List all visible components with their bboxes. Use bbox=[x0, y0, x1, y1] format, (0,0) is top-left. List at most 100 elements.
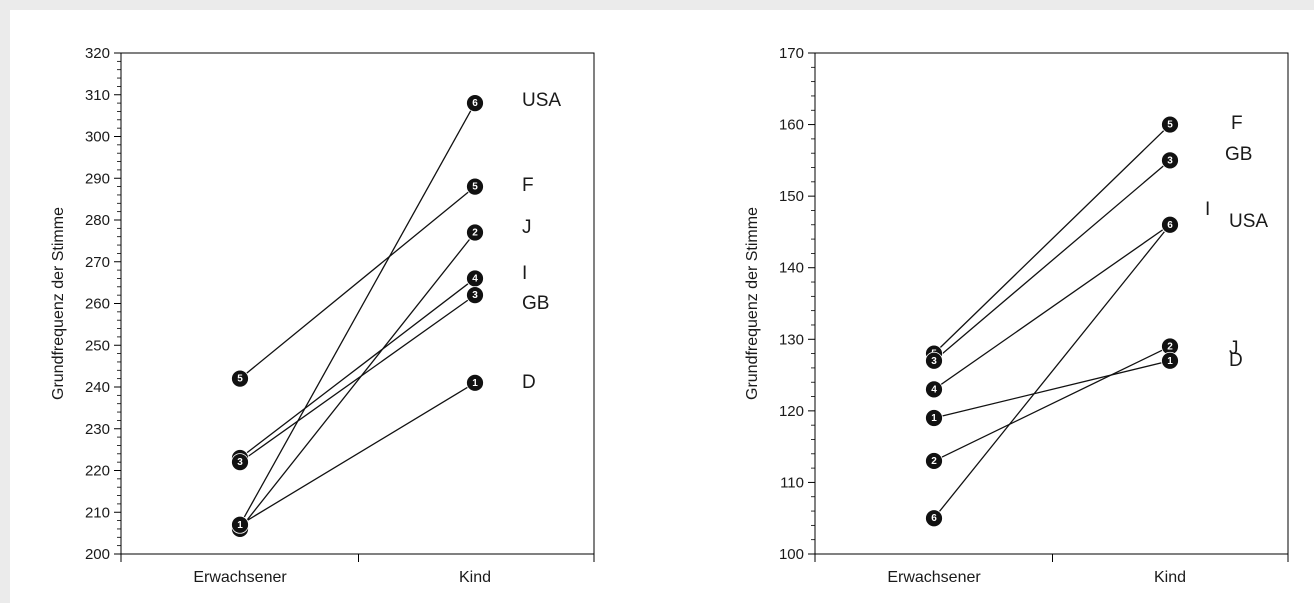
series-line-usa bbox=[239, 102, 476, 526]
y-tick-label: 250 bbox=[85, 337, 110, 354]
y-tick-label: 120 bbox=[779, 403, 804, 420]
marker-circle bbox=[466, 286, 484, 305]
marker-circle bbox=[1161, 351, 1179, 370]
chart-panel-1: 200 210 220 230 240 250 260 270 280 290 300 310 320 E… bbox=[50, 45, 595, 586]
series-line-j bbox=[933, 345, 1171, 462]
series-line-usa bbox=[933, 224, 1171, 519]
marker-circle bbox=[231, 515, 249, 534]
marker-circle bbox=[925, 380, 943, 399]
series-line-i bbox=[933, 224, 1171, 390]
marker-number: 3 bbox=[931, 356, 937, 367]
chart-panel-2: 100 110 120 130 140 150 160 170 Erwachsener Kind G… bbox=[744, 45, 1289, 586]
y-tick-label: 320 bbox=[85, 45, 110, 62]
data-point-f: 5 bbox=[231, 369, 249, 388]
plot-frame bbox=[814, 52, 1289, 555]
y-tick-label: 200 bbox=[85, 546, 110, 563]
country-label-gb: GB bbox=[522, 293, 549, 314]
series-line-j bbox=[239, 232, 476, 530]
marker-circle bbox=[231, 369, 249, 388]
marker-circle bbox=[466, 94, 484, 112]
marker-circle bbox=[925, 509, 943, 528]
chart-figure: 200 210 220 230 240 250 260 270 280 290 300 310 320 E… bbox=[50, 45, 1289, 586]
series-line-d bbox=[933, 360, 1171, 419]
y-tick-label: 290 bbox=[85, 170, 110, 187]
marker-number: 4 bbox=[472, 273, 478, 284]
marker-number: 4 bbox=[931, 384, 937, 395]
marker-number: 6 bbox=[472, 98, 478, 109]
marker-number: 1 bbox=[1167, 356, 1173, 367]
y-tick-label: 140 bbox=[779, 260, 804, 277]
marker-number: 1 bbox=[472, 378, 478, 389]
marker-number: 5 bbox=[237, 374, 243, 385]
x-category-label: Erwachsener bbox=[193, 569, 287, 586]
marker-number: 1 bbox=[237, 520, 243, 531]
series-line-d bbox=[239, 382, 476, 526]
y-tick-label: 230 bbox=[85, 421, 110, 438]
marker-number: 5 bbox=[472, 182, 478, 193]
data-point-i: 4 bbox=[466, 269, 484, 288]
data-point-gb: 3 bbox=[231, 453, 249, 472]
marker-circle bbox=[1161, 215, 1179, 234]
data-point-gb: 3 bbox=[466, 286, 484, 305]
country-label-d: D bbox=[522, 372, 536, 393]
marker-number: 2 bbox=[472, 228, 478, 239]
marker-circle bbox=[1161, 115, 1179, 134]
marker-number: 1 bbox=[931, 413, 937, 424]
country-label-usa: USA bbox=[522, 90, 561, 111]
x-category-label: Kind bbox=[1154, 569, 1186, 586]
y-tick-label: 100 bbox=[779, 546, 804, 563]
marker-number: 2 bbox=[1167, 341, 1173, 352]
x-category-label: Kind bbox=[459, 569, 491, 586]
marker-circle bbox=[925, 409, 943, 427]
marker-number: 3 bbox=[1167, 155, 1173, 166]
y-tick-label: 220 bbox=[85, 463, 110, 480]
marker-number: 3 bbox=[472, 290, 478, 301]
figure-canvas: 200 210 220 230 240 250 260 270 280 290 300 310 320 E… bbox=[10, 10, 1314, 603]
series-line-i bbox=[239, 277, 476, 459]
data-point-j: 2 bbox=[1161, 337, 1179, 356]
data-point-gb: 3 bbox=[1161, 151, 1179, 170]
country-label-j: J bbox=[1229, 338, 1239, 359]
y-tick-label: 310 bbox=[85, 87, 110, 104]
marker-number: 6 bbox=[931, 513, 937, 524]
series-line-gb bbox=[933, 159, 1171, 362]
series-line-f bbox=[239, 186, 476, 380]
data-point-f: 5 bbox=[466, 177, 484, 196]
y-axis-label: Grundfrequenz der Stimme bbox=[744, 207, 761, 400]
data-point-f: 5 bbox=[1161, 115, 1179, 134]
marker-circle bbox=[925, 452, 943, 470]
data-point-d: 1 bbox=[925, 409, 943, 427]
data-point-j: 2 bbox=[925, 452, 943, 470]
country-label-f: F bbox=[1231, 113, 1243, 134]
y-tick-label: 280 bbox=[85, 212, 110, 229]
y-tick-label: 270 bbox=[85, 254, 110, 271]
marker-number: 5 bbox=[1167, 120, 1173, 131]
country-label-i: I bbox=[522, 263, 527, 284]
y-tick-label: 160 bbox=[779, 117, 804, 134]
country-label-j: J bbox=[522, 217, 532, 238]
y-tick-label: 150 bbox=[779, 188, 804, 205]
x-category-label: Erwachsener bbox=[887, 569, 981, 586]
data-point-usa: 6 bbox=[466, 94, 484, 112]
y-tick-label: 300 bbox=[85, 129, 110, 146]
y-tick-label: 130 bbox=[779, 331, 804, 348]
data-point-d: 1 bbox=[466, 373, 484, 392]
data-point-usa: 6 bbox=[1161, 215, 1179, 234]
marker-circle bbox=[925, 351, 943, 370]
marker-number: 2 bbox=[931, 456, 937, 467]
data-point-j: 2 bbox=[466, 223, 484, 242]
marker-circle bbox=[466, 373, 484, 392]
series-line-f bbox=[933, 124, 1171, 355]
country-label-usa: USA bbox=[1229, 211, 1268, 232]
marker-circle bbox=[231, 453, 249, 472]
marker-circle bbox=[466, 177, 484, 196]
data-point-usa: 6 bbox=[925, 509, 943, 528]
country-label-f: F bbox=[522, 175, 534, 196]
data-point-i: 4 bbox=[925, 380, 943, 399]
country-label-i: I bbox=[1205, 199, 1210, 220]
y-tick-label: 210 bbox=[85, 504, 110, 521]
data-point-d: 1 bbox=[1161, 351, 1179, 370]
y-tick-label: 260 bbox=[85, 296, 110, 313]
y-tick-label: 170 bbox=[779, 45, 804, 62]
y-axis-label: Grundfrequenz der Stimme bbox=[50, 207, 67, 400]
